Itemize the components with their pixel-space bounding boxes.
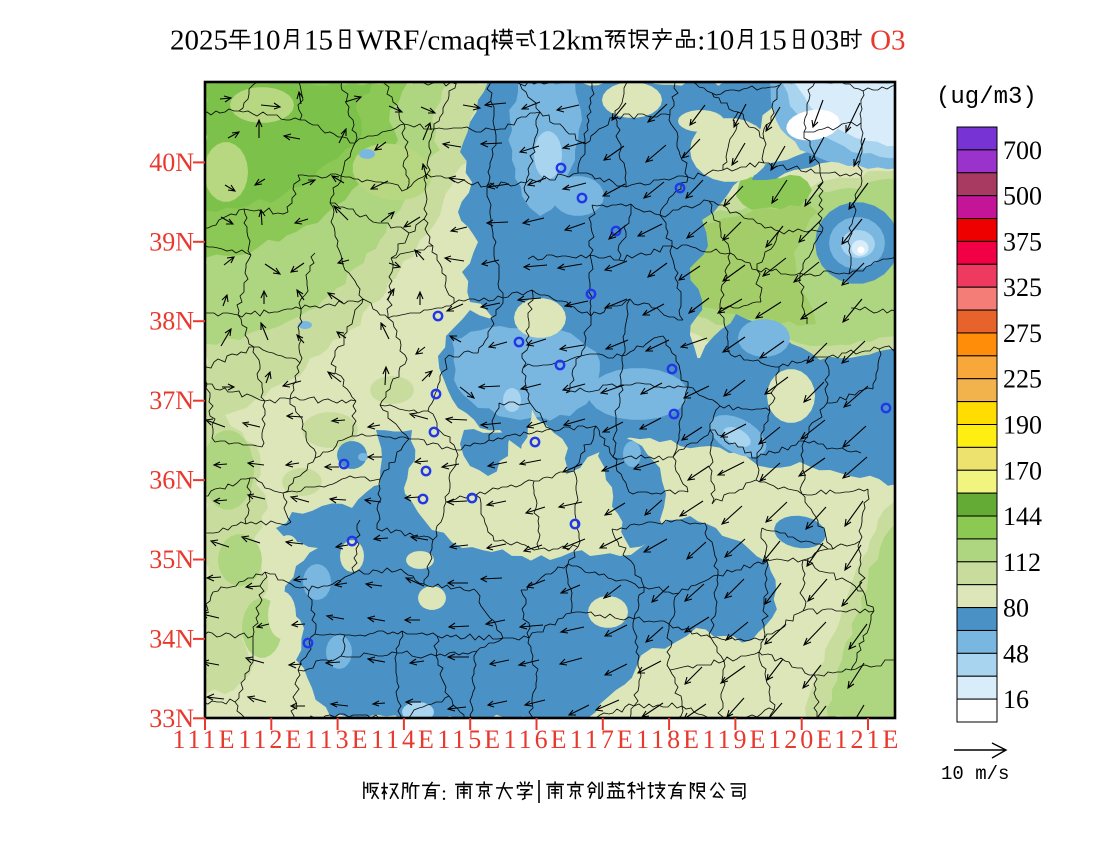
svg-text:275: 275 (1003, 319, 1042, 348)
svg-text::: : (441, 783, 447, 805)
svg-text:500: 500 (1003, 182, 1042, 211)
svg-text:120E: 120E (768, 725, 835, 754)
svg-text:111E: 111E (173, 725, 238, 754)
svg-text:225: 225 (1003, 365, 1042, 394)
svg-text:116E: 116E (504, 725, 570, 754)
svg-text:O3: O3 (870, 25, 905, 57)
svg-text:40N: 40N (149, 148, 194, 177)
svg-text:119E: 119E (702, 725, 768, 754)
svg-text:48: 48 (1003, 639, 1029, 668)
svg-text:36N: 36N (149, 466, 194, 495)
svg-text:38N: 38N (149, 307, 194, 336)
svg-text:39N: 39N (149, 227, 194, 256)
svg-text:10: 10 (705, 25, 734, 57)
svg-text:34N: 34N (149, 624, 194, 653)
svg-text:33N: 33N (149, 704, 194, 733)
svg-text:37N: 37N (149, 386, 194, 415)
svg-text:190: 190 (1003, 411, 1042, 440)
svg-text:117E: 117E (570, 725, 636, 754)
svg-text:WRF/cmaq: WRF/cmaq (357, 25, 491, 57)
svg-text:(ug/m3): (ug/m3) (936, 84, 1037, 111)
svg-text:2025: 2025 (170, 25, 228, 57)
svg-text:118E: 118E (636, 725, 702, 754)
svg-text:16: 16 (1003, 685, 1029, 714)
svg-text:121E: 121E (835, 725, 902, 754)
svg-text:700: 700 (1003, 136, 1042, 165)
svg-text:112: 112 (1003, 548, 1041, 577)
svg-text:10 m/s: 10 m/s (941, 763, 1009, 785)
svg-text:35N: 35N (149, 545, 194, 574)
svg-text:12km: 12km (537, 25, 604, 57)
svg-text:144: 144 (1003, 502, 1042, 531)
svg-text:113E: 113E (305, 725, 371, 754)
svg-text::: : (697, 25, 705, 57)
svg-text:114E: 114E (371, 725, 437, 754)
svg-text:10: 10 (252, 25, 281, 57)
svg-text:115E: 115E (437, 725, 503, 754)
svg-text:15: 15 (758, 25, 787, 57)
svg-text:112E: 112E (238, 725, 304, 754)
svg-text:80: 80 (1003, 594, 1029, 623)
svg-text:170: 170 (1003, 456, 1042, 485)
svg-text:325: 325 (1003, 273, 1042, 302)
svg-text:375: 375 (1003, 227, 1042, 256)
svg-text:15: 15 (304, 25, 333, 57)
svg-text:03: 03 (810, 25, 839, 57)
